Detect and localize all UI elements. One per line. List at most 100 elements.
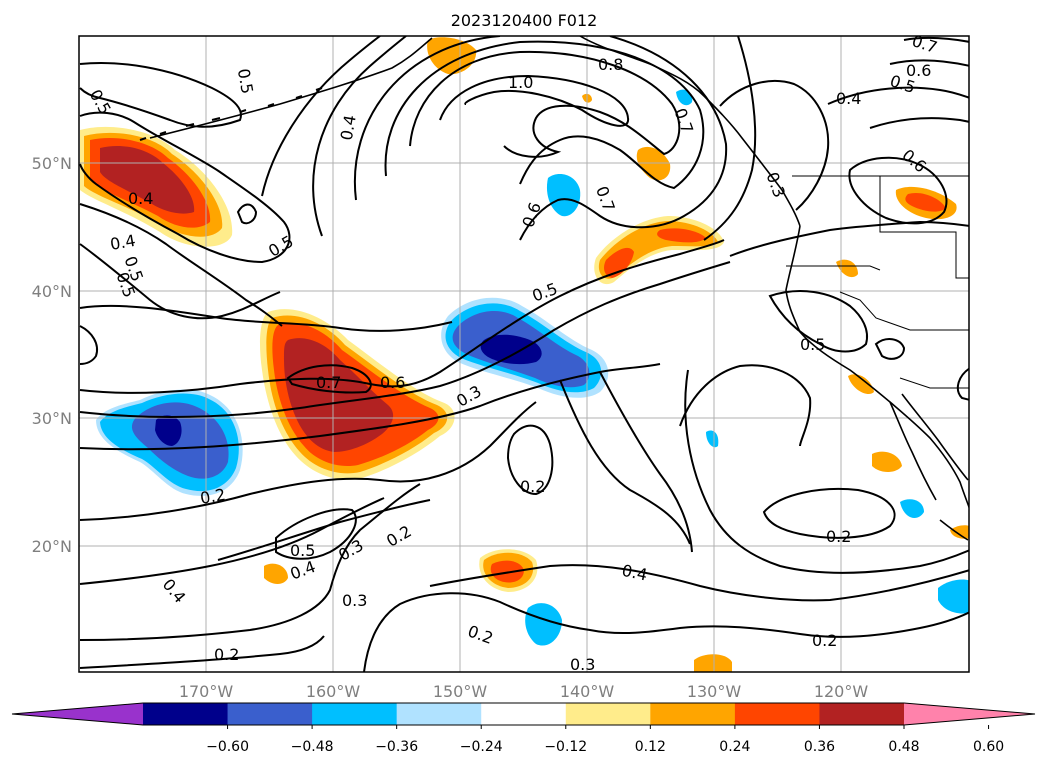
lat-label: 30°N [32, 409, 72, 428]
contour-label: 0.7 [316, 373, 341, 392]
contour-0.2-east-ring [762, 487, 896, 539]
colorbar-tick-label: −0.24 [460, 739, 503, 755]
contour-0.6-band [79, 239, 725, 394]
contour-label: 0.2 [199, 485, 227, 508]
contour-0.5-upper [312, 36, 757, 241]
colorbar-segment [734, 703, 820, 725]
contour-label: 1.0 [508, 73, 533, 92]
colorbar-tick-label: 0.60 [973, 739, 1004, 755]
negative-blob [546, 174, 581, 217]
contour-0.5-outer [79, 304, 453, 332]
colorbar-segment [143, 703, 229, 725]
colorbar-segment [396, 703, 482, 725]
contour-lines [79, 36, 969, 672]
north-america-west-coast [785, 225, 969, 510]
contour-0.8 [409, 50, 681, 158]
lat-label: 50°N [32, 154, 72, 173]
contour-label: 0.6 [906, 61, 931, 80]
positive-blob [604, 247, 634, 278]
colorbar-ticks: −0.60 −0.48 −0.36 −0.24 −0.12 0.12 0.24 0.36 0.4… [206, 725, 1004, 755]
contour-label: 0.2 [214, 645, 239, 664]
positive-blob [848, 374, 874, 395]
colorbar-segment [565, 703, 651, 725]
lon-label: 160°W [306, 682, 361, 701]
positive-blob [264, 563, 288, 584]
contour-0.6 [353, 36, 728, 241]
lon-label: 150°W [433, 682, 488, 701]
contour-0.5-south [79, 243, 281, 320]
colorbar-segments [12, 703, 1035, 725]
positive-blob [950, 525, 969, 539]
positive-blob [694, 654, 732, 672]
colorbar-extend-low [12, 703, 143, 725]
contour-east-ring-2 [848, 156, 948, 225]
baja-california [889, 401, 937, 501]
contour-0.2-mid [559, 379, 691, 545]
contour-label: 0.5 [800, 335, 825, 354]
contour-0.7-loop [286, 364, 372, 394]
colorbar-tick-label: −0.36 [375, 739, 418, 755]
negative-blob [938, 579, 969, 614]
contour-label: 0.5 [290, 541, 315, 560]
contour-0.5-west [79, 203, 283, 327]
positive-blob [657, 228, 706, 243]
contour-0.2-south-2 [79, 635, 325, 669]
colorbar-tick-label: 0.36 [804, 739, 835, 755]
contour-west-loop [79, 62, 242, 128]
contour-label: 0.2 [812, 631, 837, 650]
colorbar-tick-label: −0.12 [544, 739, 587, 755]
contour-label: 0.4 [620, 561, 649, 585]
mexico-coast [939, 519, 969, 541]
contour-label: 0.2 [826, 527, 851, 546]
gulf-of-california-coast [901, 393, 969, 481]
contour-label: 0.3 [342, 591, 367, 610]
contour-0.2-east-outer [684, 369, 969, 574]
positive-blob [872, 451, 902, 472]
lon-label: 140°W [560, 682, 615, 701]
colorbar-outline [11, 702, 1036, 726]
contour-0.7-ne [903, 36, 969, 43]
colorbar-segment [227, 703, 313, 725]
colorbar-tick-label: −0.48 [291, 739, 334, 755]
contour-0.4-west [79, 111, 291, 264]
contour-label: 0.4 [337, 114, 360, 142]
contour-0.5-east-ring [768, 290, 868, 353]
negative-blob [480, 334, 542, 365]
negative-blob [706, 430, 719, 448]
contour-0.3-south-loop [363, 592, 969, 672]
contour-0.5-band [79, 261, 731, 418]
colorbar-tick-label: 0.12 [635, 739, 666, 755]
contour-0.7 [384, 40, 705, 190]
lon-label: 120°W [814, 682, 869, 701]
map-content: 1.0 0.8 0.7 0.6 0.5 0.4 0.7 0.6 0.4 0.5 … [79, 36, 969, 672]
lat-label: 40°N [32, 282, 72, 301]
contour-0.3-mid [599, 371, 693, 553]
contour-east-edge [956, 367, 969, 401]
contour-label: 0.6 [380, 373, 405, 392]
colorbar-segment [819, 703, 905, 725]
negative-blob [900, 499, 924, 518]
contour-0.6-ne [889, 59, 969, 67]
contour-0.2-ring [506, 424, 554, 496]
colorbar-segment [650, 703, 736, 725]
colorbar: −0.60 −0.48 −0.36 −0.24 −0.12 0.12 0.24 0.36 0.4… [11, 702, 1036, 755]
colorbar-extend-high [904, 703, 1035, 725]
colorbar-tick-label: −0.60 [206, 739, 249, 755]
colorbar-segment [312, 703, 398, 725]
contour-label: 0.4 [836, 89, 861, 108]
contour-0.4-north [261, 36, 381, 197]
contour-0.4-east [429, 564, 969, 602]
contour-west-edge [79, 325, 98, 365]
longitude-labels: 170°W 160°W 150°W 140°W 130°W 120°W [179, 682, 869, 701]
negative-blob [676, 89, 693, 106]
contour-0.4-south [79, 497, 385, 585]
positive-blob [427, 37, 477, 75]
contour-label: 0.8 [598, 55, 623, 74]
country-borders [786, 175, 969, 389]
contour-0.3-south [217, 499, 431, 561]
contour-0.2-south [79, 483, 421, 641]
contour-label: 0.5 [234, 67, 257, 95]
contour-label: 0.4 [128, 189, 153, 208]
contour-0.5-loop-south [275, 508, 357, 560]
